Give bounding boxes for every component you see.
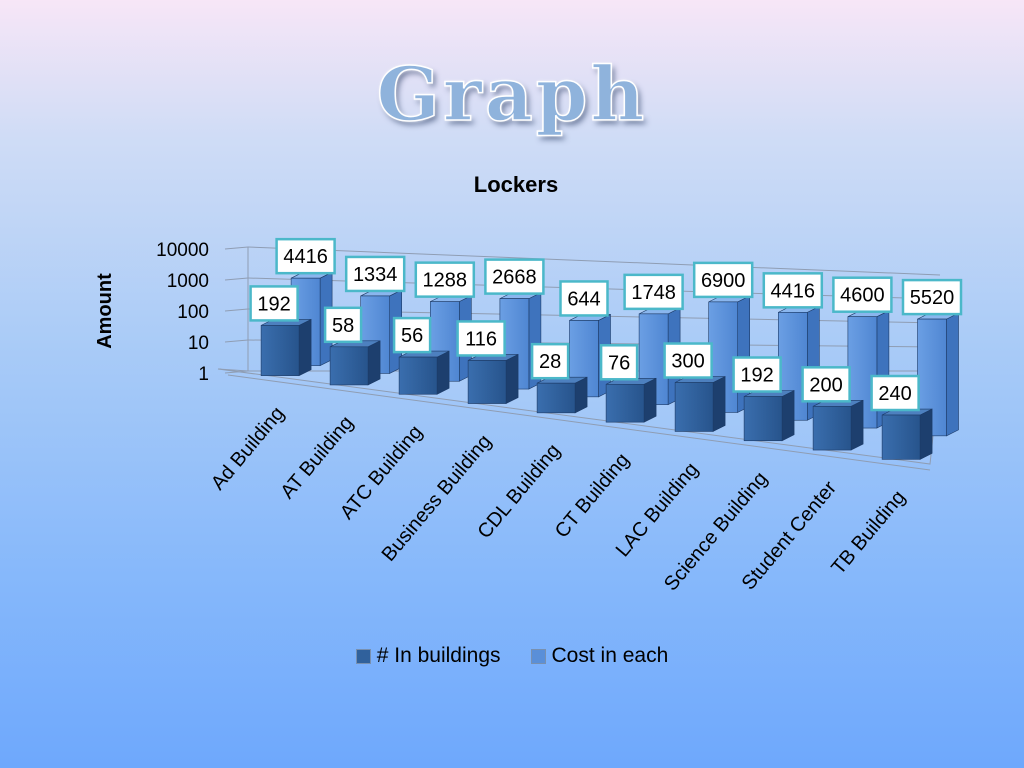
svg-text:192: 192 (257, 293, 290, 315)
x-tick-label: CT Building (551, 449, 634, 542)
gridline (247, 246, 941, 276)
legend-label-buildings: # In buildings (376, 644, 501, 667)
svg-text:4416: 4416 (771, 280, 816, 302)
svg-text:56: 56 (401, 325, 423, 347)
svg-text:116: 116 (465, 328, 497, 350)
y-tick-label: 1000 (167, 271, 209, 292)
gridline-depth (224, 370, 249, 374)
svg-text:2668: 2668 (492, 267, 537, 289)
bar-front (467, 353, 519, 405)
legend-item-buildings: # In buildings (355, 644, 501, 668)
data-label-cost: 4416 (275, 237, 336, 275)
bar-front (812, 399, 864, 451)
svg-text:1288: 1288 (423, 270, 468, 292)
svg-text:6900: 6900 (701, 270, 746, 292)
svg-text:4600: 4600 (840, 285, 885, 307)
svg-text:58: 58 (332, 315, 354, 337)
data-label-buildings: 58 (323, 306, 363, 344)
data-label-cost: 644 (559, 280, 609, 317)
bar-front (881, 408, 933, 460)
bar-front (536, 376, 588, 414)
data-label-buildings: 56 (392, 316, 432, 354)
legend-swatch-cost (530, 648, 546, 664)
data-label-buildings: 300 (663, 342, 713, 379)
bar-front (674, 376, 726, 432)
svg-text:644: 644 (567, 288, 600, 310)
bar-front (260, 318, 312, 377)
x-tick-label: AT Building (277, 412, 358, 503)
y-axis-label: Amount (94, 273, 116, 349)
svg-text:4416: 4416 (283, 246, 328, 268)
svg-text:76: 76 (608, 352, 630, 374)
floor-front-edge (227, 374, 931, 471)
gridline-depth (224, 246, 249, 250)
svg-text:1748: 1748 (631, 282, 676, 304)
x-tick-label: Ad Building (207, 403, 289, 495)
svg-text:192: 192 (740, 365, 773, 387)
legend-swatch-buildings (355, 648, 371, 664)
x-tick-label: TB Building (827, 486, 910, 578)
data-label-cost: 4416 (762, 272, 824, 309)
chart-title: Lockers (474, 172, 558, 197)
slide-title: Graph (376, 51, 648, 139)
data-label-buildings: 240 (870, 374, 920, 412)
data-label-cost: 5520 (901, 278, 963, 316)
data-label-buildings: 192 (249, 285, 299, 322)
svg-text:5520: 5520 (910, 287, 955, 309)
bar-front (398, 350, 450, 395)
data-label-cost: 2668 (484, 258, 545, 295)
y-tick-label: 10 (188, 333, 209, 354)
data-label-buildings: 28 (530, 342, 570, 380)
data-label-cost: 1334 (344, 255, 406, 293)
gridline-depth (224, 339, 249, 343)
data-label-cost: 1288 (414, 261, 476, 298)
gridline-depth (224, 308, 249, 312)
bar-front (329, 340, 381, 386)
legend-label-cost: Cost in each (551, 644, 669, 667)
data-label-buildings: 76 (599, 344, 639, 381)
data-label-buildings: 192 (732, 356, 782, 393)
data-label-buildings: 116 (456, 320, 506, 357)
legend-item-cost: Cost in each (530, 644, 669, 668)
gridline-depth (224, 277, 249, 281)
svg-text:200: 200 (809, 374, 842, 396)
svg-text:240: 240 (878, 383, 911, 405)
chart-legend: # In buildings Cost in each (0, 644, 1024, 668)
data-label-cost: 6900 (692, 261, 754, 299)
y-tick-label: 1 (198, 364, 209, 385)
svg-text:300: 300 (671, 351, 704, 373)
svg-text:1334: 1334 (353, 264, 398, 286)
y-tick-label: 10000 (156, 240, 209, 261)
data-label-buildings: 200 (801, 366, 851, 403)
svg-text:28: 28 (539, 351, 561, 373)
data-label-cost: 1748 (623, 273, 684, 311)
bar-front (743, 390, 795, 442)
y-tick-label: 100 (177, 302, 209, 323)
bar-front (605, 377, 657, 423)
data-label-cost: 4600 (832, 276, 893, 313)
